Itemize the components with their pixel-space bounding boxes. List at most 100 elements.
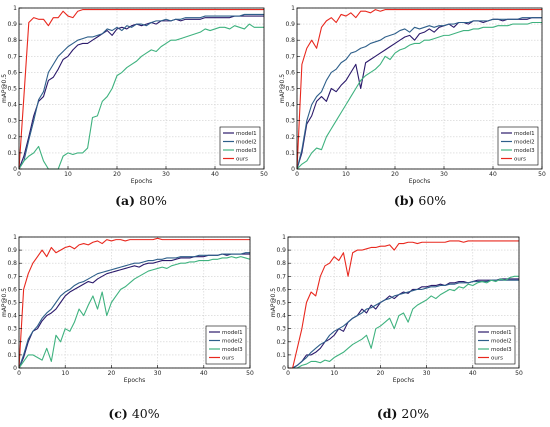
y-tick-label: 0.1 bbox=[7, 352, 17, 359]
series-line-ours bbox=[288, 240, 519, 369]
x-tick-label: 0 bbox=[17, 171, 21, 178]
y-tick-label: 0.9 bbox=[7, 247, 17, 254]
y-tick-label: 0.7 bbox=[285, 53, 295, 60]
series-line-ours bbox=[296, 9, 542, 170]
legend-label-ours: ours bbox=[222, 356, 234, 362]
y-tick-label: 0.8 bbox=[7, 260, 17, 267]
caption-label: (c) bbox=[108, 406, 127, 421]
series-line-model1 bbox=[296, 17, 542, 170]
y-axis-label: mAP@0.5 bbox=[1, 288, 8, 317]
y-tick-label: 0.3 bbox=[285, 118, 295, 125]
y-tick-label: 0.1 bbox=[276, 352, 286, 359]
x-tick-label: 40 bbox=[469, 370, 477, 377]
x-tick-label: 10 bbox=[342, 171, 350, 178]
legend-label-model2: model2 bbox=[222, 339, 243, 345]
caption-label: (a) bbox=[115, 193, 135, 208]
y-tick-label: 0.9 bbox=[285, 21, 295, 28]
y-tick-label: 0.8 bbox=[7, 37, 17, 44]
x-tick-label: 30 bbox=[440, 171, 448, 178]
y-tick-label: 0.9 bbox=[276, 247, 286, 254]
x-tick-label: 20 bbox=[391, 171, 399, 178]
y-axis-label: mAP@0.5 bbox=[1, 74, 8, 103]
legend-label-ours: ours bbox=[491, 356, 503, 362]
x-axis-label: Epochs bbox=[131, 178, 153, 185]
y-tick-label: 0.4 bbox=[7, 102, 17, 109]
legend-label-ours: ours bbox=[236, 157, 248, 163]
y-tick-label: 0.1 bbox=[285, 150, 295, 157]
series-line-model3 bbox=[296, 21, 542, 170]
legend-label-model3: model3 bbox=[236, 148, 257, 154]
series-line-model3 bbox=[18, 23, 264, 170]
y-tick-label: 1 bbox=[282, 234, 286, 241]
chart-panel-1: 00.10.20.30.40.50.60.70.80.910 10 20 30 40 50… bbox=[279, 5, 546, 208]
legend: model1 model2 model3 ours bbox=[205, 325, 247, 365]
y-tick-label: 0.1 bbox=[7, 150, 17, 157]
y-tick-label: 0.3 bbox=[276, 326, 286, 333]
y-tick-label: 0.6 bbox=[7, 69, 17, 76]
y-tick-label: 0.5 bbox=[7, 300, 17, 307]
y-tick-label: 0.6 bbox=[276, 286, 286, 293]
x-tick-label: 20 bbox=[113, 171, 121, 178]
series-line-model2 bbox=[296, 17, 542, 170]
y-tick-label: 0.2 bbox=[285, 134, 295, 141]
y-tick-label: 0.6 bbox=[7, 286, 17, 293]
x-tick-label: 30 bbox=[162, 171, 170, 178]
x-tick-label: 40 bbox=[211, 171, 219, 178]
y-tick-label: 0.4 bbox=[285, 102, 295, 109]
y-tick-label: 0.4 bbox=[7, 313, 17, 320]
y-axis-label: mAP@0.5 bbox=[279, 74, 286, 103]
x-tick-label: 40 bbox=[200, 370, 208, 377]
x-tick-label: 50 bbox=[260, 171, 268, 178]
legend-label-model1: model1 bbox=[491, 330, 512, 336]
series-line-model3 bbox=[288, 275, 519, 369]
panel-caption: (b) 60% bbox=[394, 193, 446, 208]
y-tick-label: 0.9 bbox=[7, 21, 17, 28]
x-tick-label: 20 bbox=[377, 370, 385, 377]
x-tick-label: 10 bbox=[61, 370, 69, 377]
x-tick-label: 20 bbox=[108, 370, 116, 377]
legend-label-model1: model1 bbox=[236, 131, 257, 137]
y-tick-label: 1 bbox=[291, 5, 295, 12]
y-tick-label: 0.5 bbox=[7, 86, 17, 93]
x-axis-label: Epochs bbox=[124, 377, 146, 384]
y-axis-label: mAP@0.5 bbox=[270, 288, 277, 317]
legend-label-model1: model1 bbox=[514, 131, 535, 137]
caption-text: 20% bbox=[401, 406, 429, 421]
series-line-model1 bbox=[18, 15, 264, 170]
legend-label-model3: model3 bbox=[514, 148, 535, 154]
legend-label-model2: model2 bbox=[514, 140, 535, 146]
y-tick-label: 0.3 bbox=[7, 118, 17, 125]
y-tick-label: 0.8 bbox=[276, 260, 286, 267]
caption-text: 40% bbox=[132, 406, 160, 421]
y-tick-label: 0.7 bbox=[7, 53, 17, 60]
y-tick-label: 0 bbox=[282, 365, 286, 372]
x-tick-label: 50 bbox=[538, 171, 546, 178]
legend: model1 model2 model3 ours bbox=[497, 126, 539, 166]
caption-text: 60% bbox=[418, 193, 446, 208]
series-line-ours bbox=[18, 9, 264, 170]
chart-panel-3: 00.10.20.30.40.50.60.70.80.910 10 20 30 40 50… bbox=[270, 234, 523, 421]
x-tick-label: 10 bbox=[330, 370, 338, 377]
y-tick-label: 1 bbox=[13, 5, 17, 12]
series-line-model3 bbox=[18, 256, 251, 369]
panel-caption: (d) 20% bbox=[377, 406, 429, 421]
y-tick-label: 1 bbox=[13, 234, 17, 241]
y-tick-label: 0 bbox=[13, 365, 17, 372]
y-tick-label: 0.2 bbox=[276, 339, 286, 346]
y-tick-label: 0 bbox=[13, 166, 17, 173]
y-tick-label: 0.4 bbox=[276, 313, 286, 320]
x-axis-label: Epochs bbox=[409, 178, 431, 185]
y-tick-label: 0.5 bbox=[285, 86, 295, 93]
x-tick-label: 30 bbox=[423, 370, 431, 377]
x-tick-label: 0 bbox=[17, 370, 21, 377]
y-tick-label: 0.5 bbox=[276, 300, 286, 307]
panel-caption: (c) 40% bbox=[108, 406, 159, 421]
x-tick-label: 50 bbox=[515, 370, 523, 377]
legend-label-model2: model2 bbox=[491, 339, 512, 345]
y-tick-label: 0.2 bbox=[7, 134, 17, 141]
series-line-model1 bbox=[288, 278, 519, 369]
legend: model1 model2 model3 ours bbox=[474, 325, 516, 365]
legend-label-model3: model3 bbox=[491, 347, 512, 353]
legend-label-model1: model1 bbox=[222, 330, 243, 336]
y-tick-label: 0 bbox=[291, 166, 295, 173]
